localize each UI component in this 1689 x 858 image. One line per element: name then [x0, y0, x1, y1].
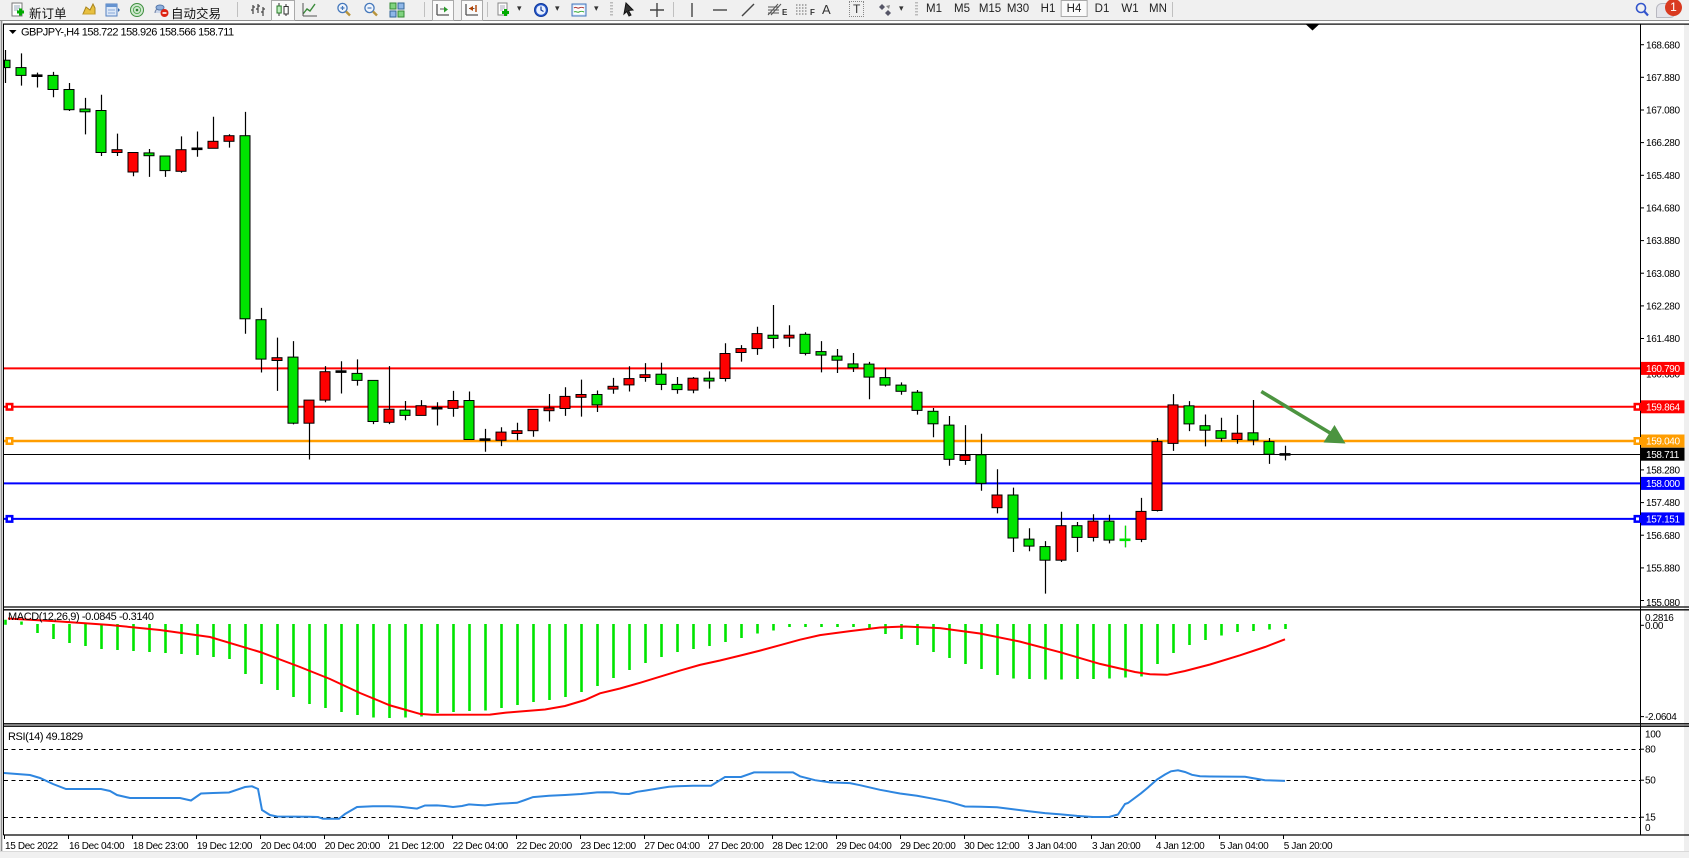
svg-text:21 Dec 12:00: 21 Dec 12:00: [389, 841, 445, 852]
svg-text:158.280: 158.280: [1646, 466, 1680, 477]
svg-text:GBPJPY-,H4 158.722 158.926 15: GBPJPY-,H4 158.722 158.926 158.566 158.7…: [21, 27, 234, 39]
svg-text:158.711: 158.711: [1646, 450, 1680, 461]
svg-text:157.151: 157.151: [1646, 515, 1680, 526]
svg-text:3 Jan 04:00: 3 Jan 04:00: [1028, 841, 1077, 852]
svg-text:165.480: 165.480: [1646, 171, 1680, 182]
svg-text:160.680: 160.680: [1646, 370, 1680, 381]
svg-text:23 Dec 12:00: 23 Dec 12:00: [580, 841, 636, 852]
svg-text:5 Jan 20:00: 5 Jan 20:00: [1284, 841, 1333, 852]
svg-text:15 Dec 2022: 15 Dec 2022: [5, 841, 59, 852]
svg-text:100: 100: [1645, 730, 1661, 741]
svg-text:22 Dec 20:00: 22 Dec 20:00: [517, 841, 573, 852]
svg-text:30 Dec 12:00: 30 Dec 12:00: [964, 841, 1020, 852]
svg-text:163.080: 163.080: [1646, 269, 1680, 280]
svg-text:29 Dec 04:00: 29 Dec 04:00: [836, 841, 892, 852]
svg-text:155.080: 155.080: [1646, 598, 1680, 609]
svg-text:163.880: 163.880: [1646, 236, 1680, 247]
svg-text:155.880: 155.880: [1646, 564, 1680, 575]
svg-text:162.280: 162.280: [1646, 302, 1680, 313]
svg-text:167.880: 167.880: [1646, 73, 1680, 84]
svg-text:0.2816: 0.2816: [1645, 613, 1674, 624]
svg-text:20 Dec 20:00: 20 Dec 20:00: [325, 841, 381, 852]
svg-text:160.790: 160.790: [1646, 364, 1680, 375]
svg-text:18 Dec 23:00: 18 Dec 23:00: [133, 841, 189, 852]
svg-text:158.000: 158.000: [1646, 479, 1680, 490]
svg-text:27 Dec 04:00: 27 Dec 04:00: [644, 841, 700, 852]
svg-text:167.080: 167.080: [1646, 106, 1680, 117]
svg-text:168.680: 168.680: [1646, 40, 1680, 51]
svg-text:80: 80: [1645, 745, 1656, 756]
svg-text:159.040: 159.040: [1646, 437, 1680, 448]
svg-text:5 Jan 04:00: 5 Jan 04:00: [1220, 841, 1269, 852]
svg-text:0.00: 0.00: [1645, 621, 1664, 632]
svg-text:MACD(12,26,9) -0.0845 -0.3140: MACD(12,26,9) -0.0845 -0.3140: [8, 611, 154, 623]
svg-text:50: 50: [1645, 776, 1656, 787]
svg-text:RSI(14) 49.1829: RSI(14) 49.1829: [8, 731, 83, 743]
svg-text:166.280: 166.280: [1646, 138, 1680, 149]
svg-text:19 Dec 12:00: 19 Dec 12:00: [197, 841, 253, 852]
svg-text:16 Dec 04:00: 16 Dec 04:00: [69, 841, 125, 852]
svg-text:-2.0604: -2.0604: [1645, 712, 1677, 723]
svg-text:164.680: 164.680: [1646, 204, 1680, 215]
svg-text:156.680: 156.680: [1646, 531, 1680, 542]
svg-text:3 Jan 20:00: 3 Jan 20:00: [1092, 841, 1141, 852]
svg-text:157.480: 157.480: [1646, 498, 1680, 509]
svg-text:20 Dec 04:00: 20 Dec 04:00: [261, 841, 317, 852]
svg-text:22 Dec 04:00: 22 Dec 04:00: [453, 841, 509, 852]
svg-text:28 Dec 12:00: 28 Dec 12:00: [772, 841, 828, 852]
svg-text:27 Dec 20:00: 27 Dec 20:00: [708, 841, 764, 852]
svg-text:0: 0: [1645, 823, 1651, 834]
svg-text:15: 15: [1645, 813, 1656, 824]
svg-text:4 Jan 12:00: 4 Jan 12:00: [1156, 841, 1205, 852]
svg-text:29 Dec 20:00: 29 Dec 20:00: [900, 841, 956, 852]
svg-text:161.480: 161.480: [1646, 334, 1680, 345]
svg-text:159.864: 159.864: [1646, 402, 1680, 413]
